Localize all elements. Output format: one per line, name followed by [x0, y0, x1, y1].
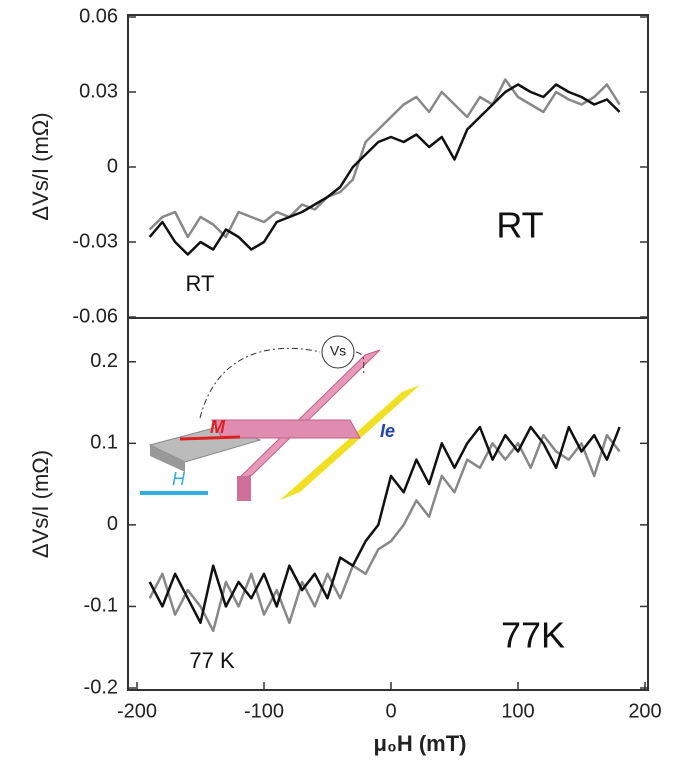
cross-bar [211, 419, 361, 439]
y-tick-label: 0 [107, 155, 118, 177]
data-line [148, 78, 621, 239]
plot-frame [127, 317, 649, 691]
data-line [148, 433, 621, 633]
x-tick-label: 100 [501, 700, 534, 722]
cross-bar [236, 349, 381, 481]
inset-label: M [210, 417, 226, 437]
cross-bar-end [237, 476, 251, 501]
y-tick-label: -0.2 [84, 676, 118, 698]
y-tick-label: -0.1 [84, 595, 118, 617]
data-line [148, 83, 621, 256]
annotation: 77K [501, 615, 565, 656]
y-axis-label: ΔVs/I (mΩ) [28, 112, 53, 220]
y-tick-label: 0.2 [90, 350, 118, 372]
y-tick-label: 0.06 [79, 5, 118, 27]
voltmeter [321, 335, 355, 369]
y-axis-label: ΔVs/I (mΩ) [28, 450, 53, 558]
y-tick-label: 0 [107, 513, 118, 535]
x-axis-label: μ₀H (mT) [373, 731, 466, 756]
inset-label: Vs [330, 343, 346, 359]
y-tick-label: -0.03 [72, 230, 118, 252]
current-strip [280, 385, 420, 500]
annotation: RT [186, 271, 215, 296]
x-tick-label: -100 [244, 700, 284, 722]
m-arrow [179, 435, 241, 441]
x-tick-label: 200 [628, 700, 661, 722]
magnet-slab-side [150, 445, 185, 472]
x-tick-label: -200 [117, 700, 157, 722]
annotation: 77 K [189, 648, 235, 673]
inset-label: Ie [380, 421, 395, 441]
data-line [148, 425, 621, 625]
y-tick-label: 0.1 [90, 432, 118, 454]
voltage-wire [199, 347, 366, 419]
y-tick-label: 0.03 [79, 80, 118, 102]
x-tick-label: 0 [385, 700, 396, 722]
y-tick-label: -0.06 [72, 305, 118, 327]
device-inset: Vs M Ie H [140, 335, 420, 501]
annotation: RT [496, 205, 543, 246]
inset-label: H [172, 469, 186, 489]
